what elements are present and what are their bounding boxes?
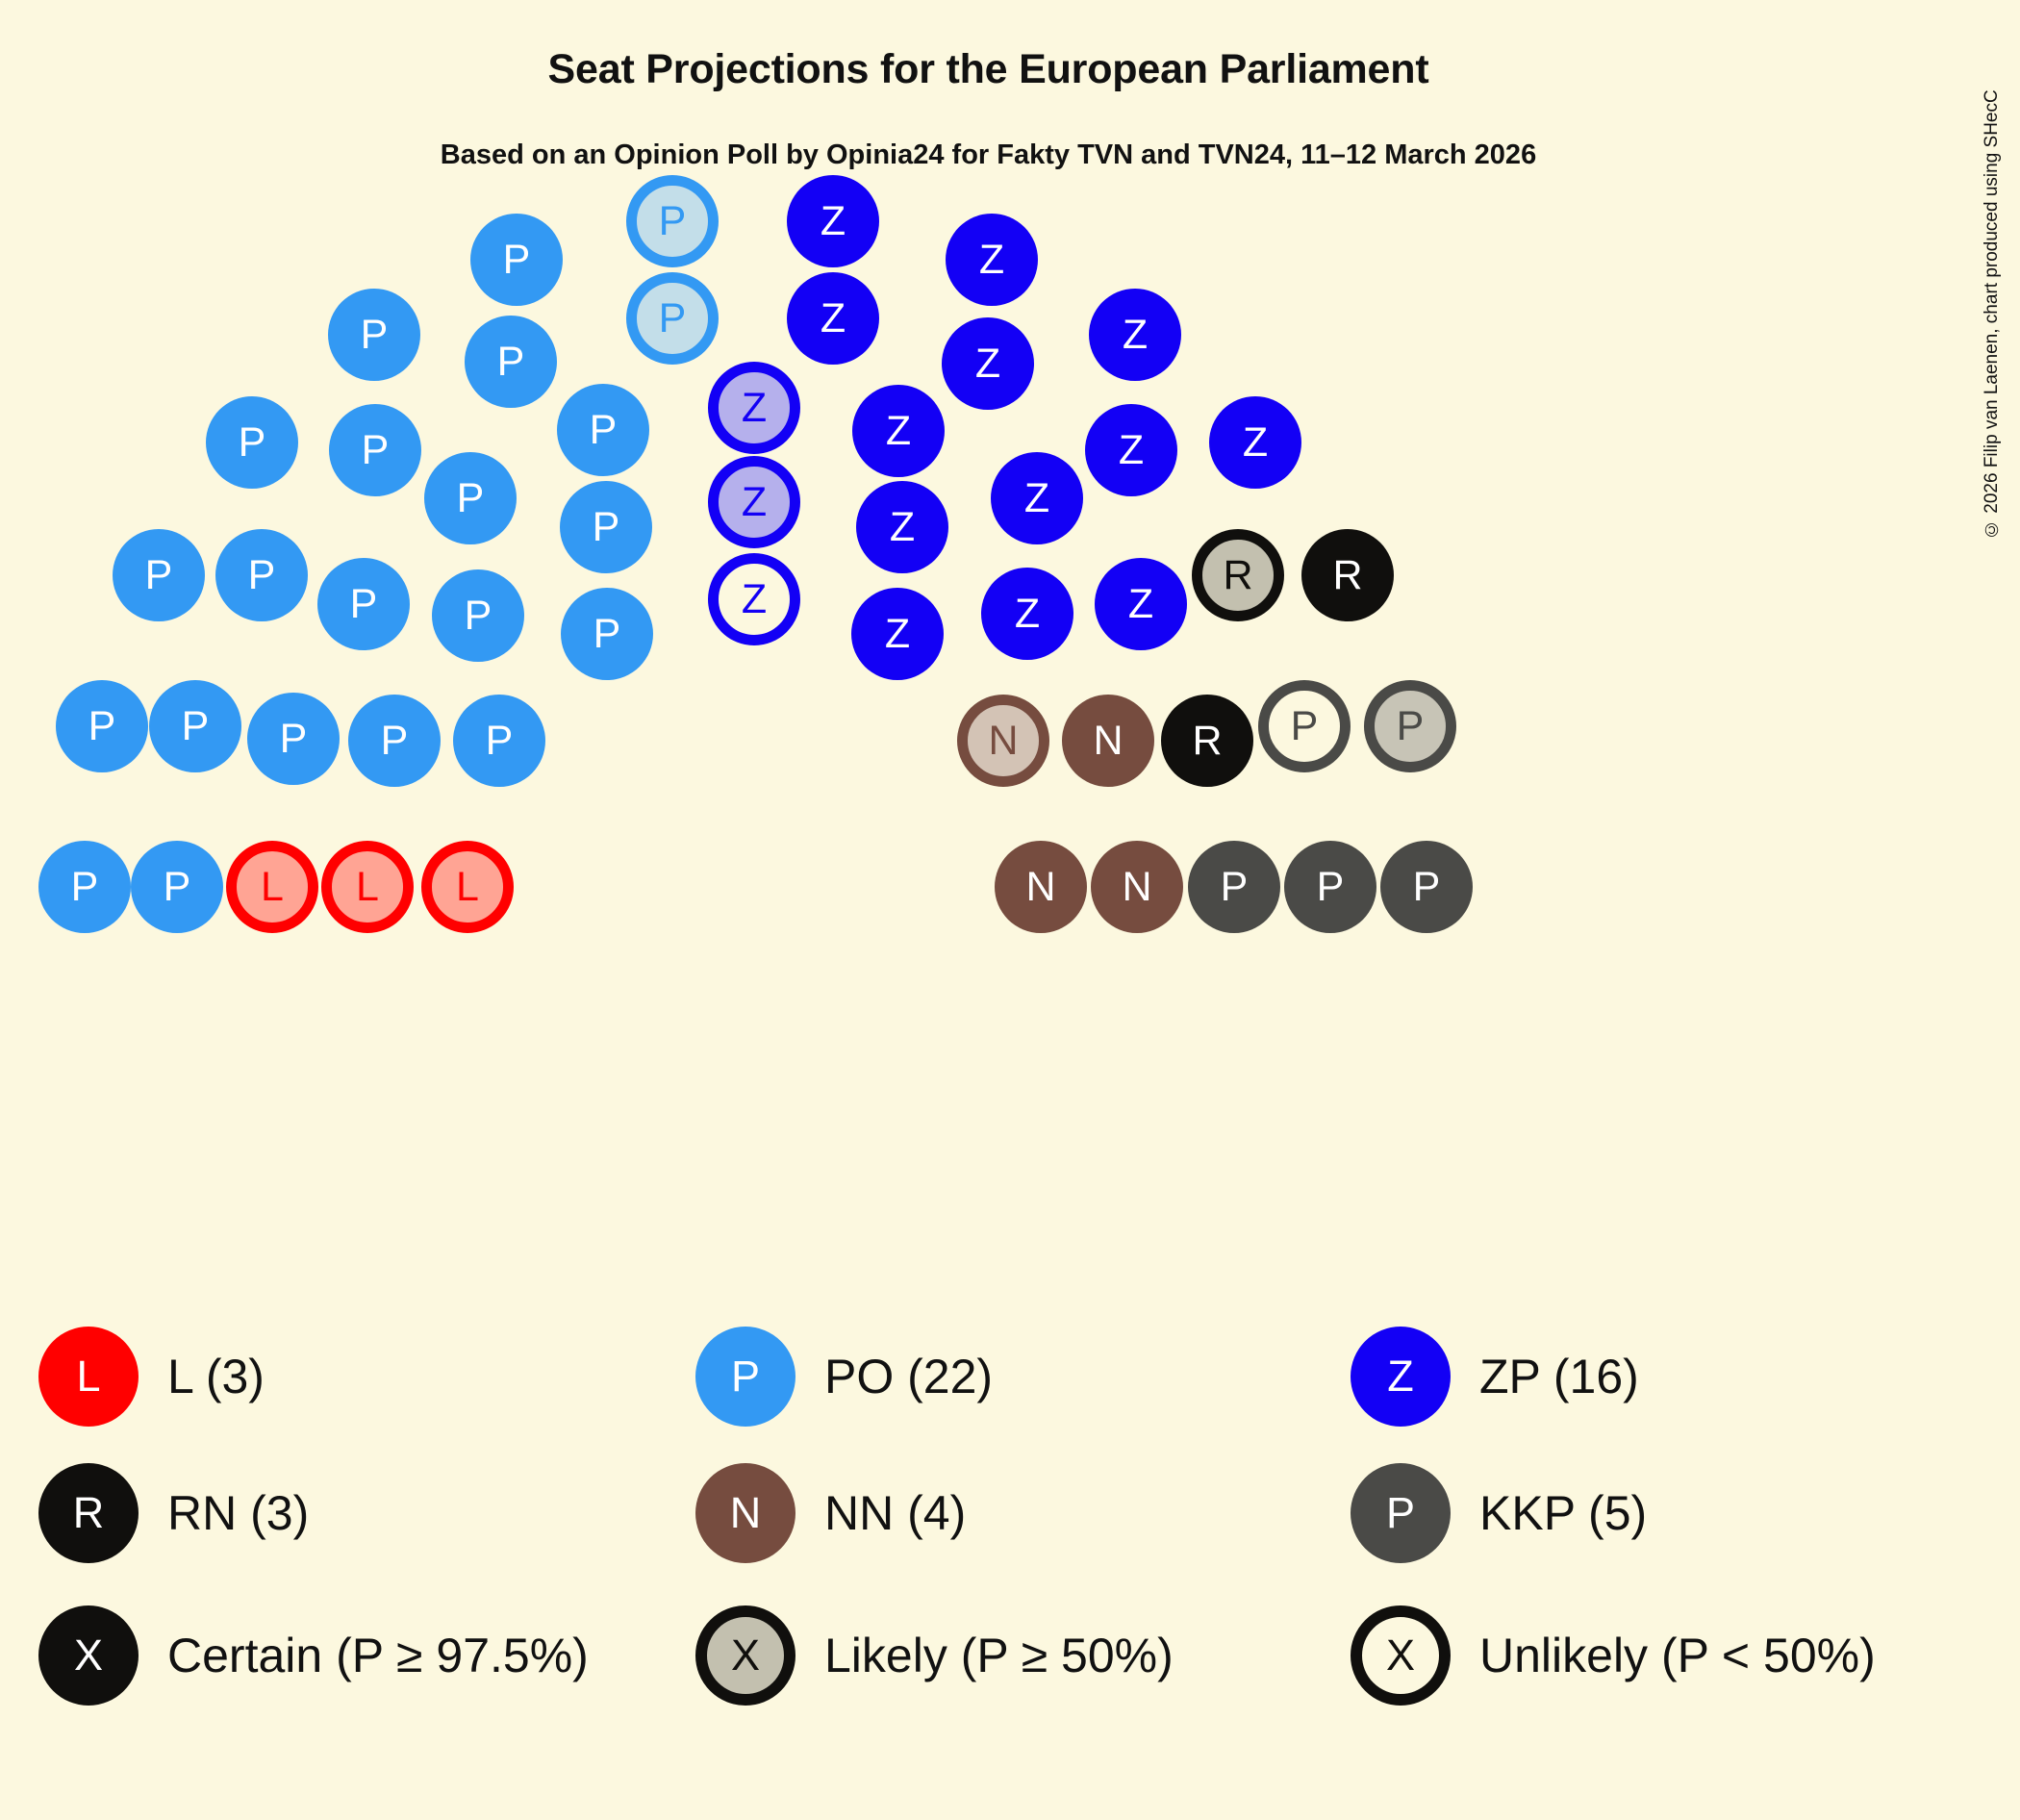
legend-label-po: PO (22) [824, 1350, 994, 1403]
seat-kkp-likely: P [1364, 680, 1456, 772]
seat-rn-certain: R [1301, 529, 1394, 621]
legend-certainty-label-certain: Certain (P ≥ 97.5%) [167, 1629, 589, 1682]
seat-kkp-certain: P [1188, 841, 1280, 933]
legend-label-l: L (3) [167, 1350, 265, 1403]
seat-po-certain: P [206, 396, 298, 489]
seat-po-certain: P [432, 569, 524, 662]
seat-zp-certain: Z [1095, 558, 1187, 650]
seat-po-certain: P [317, 558, 410, 650]
seat-kkp-certain: P [1380, 841, 1473, 933]
legend-label-rn: RN (3) [167, 1486, 310, 1540]
legend-swatch-rn-icon: R [38, 1463, 139, 1563]
seat-l-likely: L [321, 841, 414, 933]
chart-legend: L L (3) P PO (22) Z ZP (16) R RN (3) N NN (4) P KKP… [0, 1316, 2020, 1820]
seat-zp-certain: Z [851, 588, 944, 680]
seat-zp-certain: Z [787, 175, 879, 267]
legend-label-kkp: KKP (5) [1479, 1486, 1648, 1540]
seat-po-certain: P [149, 680, 241, 772]
legend-item-po: P PO (22) [695, 1316, 993, 1437]
legend-item-zp: Z ZP (16) [1351, 1316, 1639, 1437]
legend-certainty-likely: X Likely (P ≥ 50%) [695, 1595, 1174, 1716]
legend-item-l: L L (3) [38, 1316, 265, 1437]
seat-l-likely: L [226, 841, 318, 933]
seat-po-certain: P [215, 529, 308, 621]
seat-nn-likely: N [957, 695, 1049, 787]
seat-po-certain: P [56, 680, 148, 772]
legend-label-nn: NN (4) [824, 1486, 967, 1540]
seat-po-certain: P [557, 384, 649, 476]
seat-zp-certain: Z [1089, 289, 1181, 381]
seat-po-likely: P [626, 272, 719, 365]
legend-swatch-certain-icon: X [38, 1605, 139, 1706]
seat-po-likely: P [626, 175, 719, 267]
legend-swatch-kkp-icon: P [1351, 1463, 1451, 1563]
seat-zp-certain: Z [991, 452, 1083, 544]
seat-po-certain: P [38, 841, 131, 933]
seat-po-certain: P [131, 841, 223, 933]
seat-l-likely: L [421, 841, 514, 933]
legend-item-kkp: P KKP (5) [1351, 1453, 1647, 1574]
legend-swatch-po-icon: P [695, 1327, 795, 1427]
legend-certainty-unlikely: X Unlikely (P < 50%) [1351, 1595, 1876, 1716]
seat-rn-certain: R [1161, 695, 1253, 787]
seat-po-certain: P [561, 588, 653, 680]
seat-zp-certain: Z [946, 214, 1038, 306]
seat-nn-certain: N [1062, 695, 1154, 787]
seat-nn-certain: N [995, 841, 1087, 933]
seat-zp-likely: Z [708, 362, 800, 454]
legend-item-rn: R RN (3) [38, 1453, 309, 1574]
seat-po-certain: P [247, 693, 340, 785]
seat-po-certain: P [470, 214, 563, 306]
legend-swatch-zp-icon: Z [1351, 1327, 1451, 1427]
legend-item-nn: N NN (4) [695, 1453, 966, 1574]
seat-zp-certain: Z [981, 568, 1073, 660]
seat-zp-certain: Z [942, 317, 1034, 410]
legend-certainty-label-unlikely: Unlikely (P < 50%) [1479, 1629, 1876, 1682]
page-title: Seat Projections for the European Parlia… [547, 46, 1429, 92]
seat-po-certain: P [453, 695, 545, 787]
seat-po-certain: P [328, 289, 420, 381]
legend-swatch-l-icon: L [38, 1327, 139, 1427]
seat-kkp-unlikely: P [1258, 680, 1351, 772]
legend-certainty-label-likely: Likely (P ≥ 50%) [824, 1629, 1174, 1682]
legend-label-zp: ZP (16) [1479, 1350, 1639, 1403]
seat-zp-certain: Z [787, 272, 879, 365]
seat-nn-certain: N [1091, 841, 1183, 933]
seat-zp-certain: Z [1209, 396, 1301, 489]
page-subtitle: Based on an Opinion Poll by Opinia24 for… [440, 139, 1537, 170]
seat-zp-certain: Z [1085, 404, 1177, 496]
seat-rn-likely: R [1192, 529, 1284, 621]
seat-zp-certain: Z [852, 385, 945, 477]
legend-certainty-certain: X Certain (P ≥ 97.5%) [38, 1595, 589, 1716]
seat-po-certain: P [348, 695, 441, 787]
seat-zp-certain: Z [856, 481, 948, 573]
seat-po-certain: P [560, 481, 652, 573]
seat-po-certain: P [465, 316, 557, 408]
seat-po-certain: P [329, 404, 421, 496]
seat-zp-unlikely: Z [708, 553, 800, 645]
seat-zp-likely: Z [708, 456, 800, 548]
legend-swatch-likely-icon: X [695, 1605, 795, 1706]
seat-po-certain: P [113, 529, 205, 621]
seat-kkp-certain: P [1284, 841, 1376, 933]
seat-po-certain: P [424, 452, 517, 544]
legend-swatch-unlikely-icon: X [1351, 1605, 1451, 1706]
legend-swatch-nn-icon: N [695, 1463, 795, 1563]
